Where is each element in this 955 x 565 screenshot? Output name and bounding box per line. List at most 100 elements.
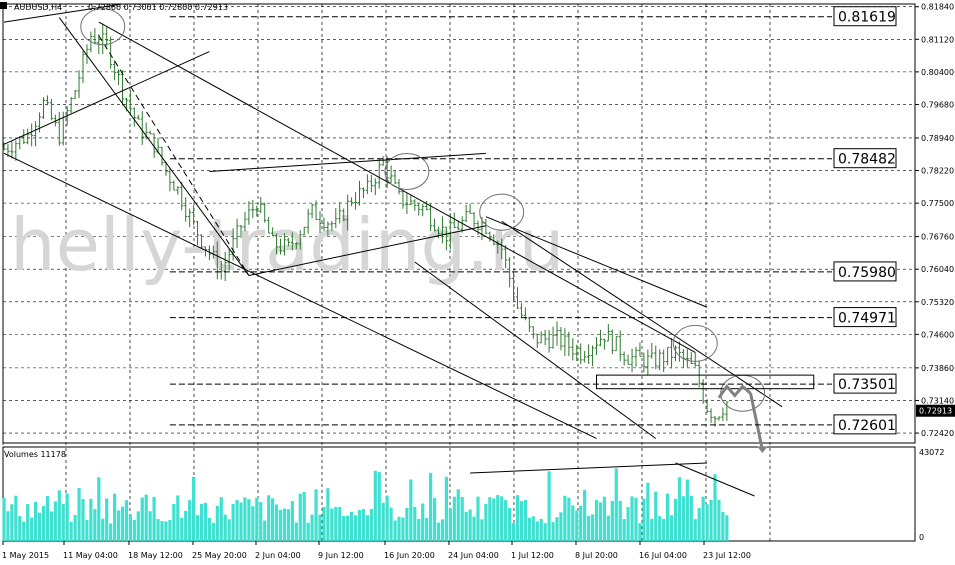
volume-bar [282, 508, 287, 541]
price-bar [373, 178, 377, 196]
time-tick-label: 16 Jun 20:00 [384, 551, 435, 560]
price-bar [468, 203, 472, 214]
volume-bar [255, 497, 259, 541]
volume-bar [247, 499, 251, 541]
time-tick-label: 1 May 2015 [2, 551, 49, 560]
watermark: helly-trading.ru [10, 203, 564, 287]
level-label: 0.74971 [833, 307, 897, 328]
volume-bar [140, 497, 144, 541]
volume-bar [373, 470, 377, 541]
price-bar [646, 349, 650, 376]
volume-bar [49, 511, 53, 541]
volume-bar [689, 495, 693, 541]
volume-bar [132, 519, 136, 541]
price-bar [49, 98, 53, 121]
price-bar [223, 251, 227, 282]
ohlc-label: 0.72860 0.73001 0.72800 0.72913 [88, 3, 228, 12]
pivot-circle[interactable] [80, 8, 126, 46]
price-bar [243, 211, 247, 232]
volume-bar [515, 495, 520, 541]
volume-bar [188, 500, 192, 541]
level-label: 0.78482 [833, 148, 897, 169]
price-tick-label: 0.74600 [921, 330, 954, 339]
price-bar [128, 90, 132, 116]
volume-bar [547, 471, 551, 541]
price-bar [93, 28, 97, 45]
menu-icon[interactable] [0, 2, 7, 9]
projection-path [717, 383, 752, 399]
volume-bar [73, 515, 77, 541]
wedge-bottom[interactable] [248, 225, 487, 277]
price-bar [559, 327, 563, 351]
volume-trendline[interactable] [470, 462, 708, 474]
price-bar [452, 212, 456, 229]
price-bar [685, 349, 689, 368]
current-price-marker: 0.72913 [916, 404, 955, 417]
volume-bar [555, 517, 559, 541]
volume-bar [500, 496, 504, 541]
volume-bar [353, 515, 358, 541]
price-bars [2, 23, 729, 427]
pivot-circle[interactable] [672, 324, 718, 362]
price-bar [547, 330, 551, 353]
price-bar [413, 199, 417, 211]
trendline-rising[interactable] [3, 51, 210, 145]
price-bar [567, 331, 571, 357]
price-axis: 0.81840 0.81120 0.80400 0.79680 0.78940 0.782… [915, 3, 955, 542]
volume-bar [342, 516, 346, 541]
volume-bar [429, 472, 433, 541]
volume-bar [164, 521, 168, 541]
channel-inner[interactable] [414, 261, 657, 439]
trendline-top-left[interactable] [3, 3, 123, 23]
trendline-dashed[interactable] [98, 35, 250, 276]
level-label: 0.73501 [833, 373, 897, 394]
zone-rectangle[interactable] [596, 374, 815, 390]
time-tick-label: 18 May 12:00 [128, 551, 183, 560]
price-bar [508, 257, 512, 288]
price-bar [594, 336, 599, 356]
price-bar [330, 221, 334, 232]
volume-bar [271, 498, 275, 541]
volume-bar [685, 479, 689, 541]
wedge-top[interactable] [209, 152, 486, 172]
volume-bar [263, 520, 267, 541]
price-bar [598, 329, 603, 347]
volume-bar [334, 506, 338, 541]
volume-bar [69, 521, 73, 541]
volume-trendline-down[interactable] [675, 462, 755, 497]
volume-bar [432, 498, 437, 541]
price-bar [22, 129, 26, 145]
price-bar [294, 241, 298, 250]
price-bar [369, 174, 373, 193]
volume-bar [2, 497, 6, 541]
resistance-slope[interactable] [485, 216, 708, 308]
volume-bar [721, 511, 725, 541]
price-bar [614, 336, 618, 352]
pivot-circle[interactable] [479, 193, 525, 231]
volume-bar [81, 499, 85, 541]
price-bar [310, 203, 314, 219]
volume-bar [421, 503, 425, 541]
volume-bar [531, 516, 535, 541]
volume-bar [26, 504, 30, 541]
volume-bar [468, 509, 472, 541]
price-bar [421, 203, 425, 217]
price-bar [606, 324, 610, 342]
volume-tick-label: 43072 [919, 448, 944, 457]
volume-bar [219, 497, 223, 541]
volume-bar [53, 501, 57, 541]
volume-bar [662, 518, 666, 541]
price-bar [239, 225, 243, 238]
price-bar [677, 341, 682, 362]
symbol-label: AUDUSD,H4 [14, 3, 62, 12]
price-bar [26, 128, 30, 145]
pivot-circle[interactable] [384, 152, 430, 190]
time-tick-label: 2 Jun 04:00 [255, 551, 301, 560]
price-bar [251, 199, 255, 219]
price-tick-label: 0.78940 [921, 134, 954, 143]
price-bar [267, 216, 271, 234]
channel-lower[interactable] [3, 152, 597, 439]
volume-bar [413, 506, 417, 541]
volume-bar [480, 519, 484, 541]
trendline-steep[interactable] [58, 17, 250, 276]
